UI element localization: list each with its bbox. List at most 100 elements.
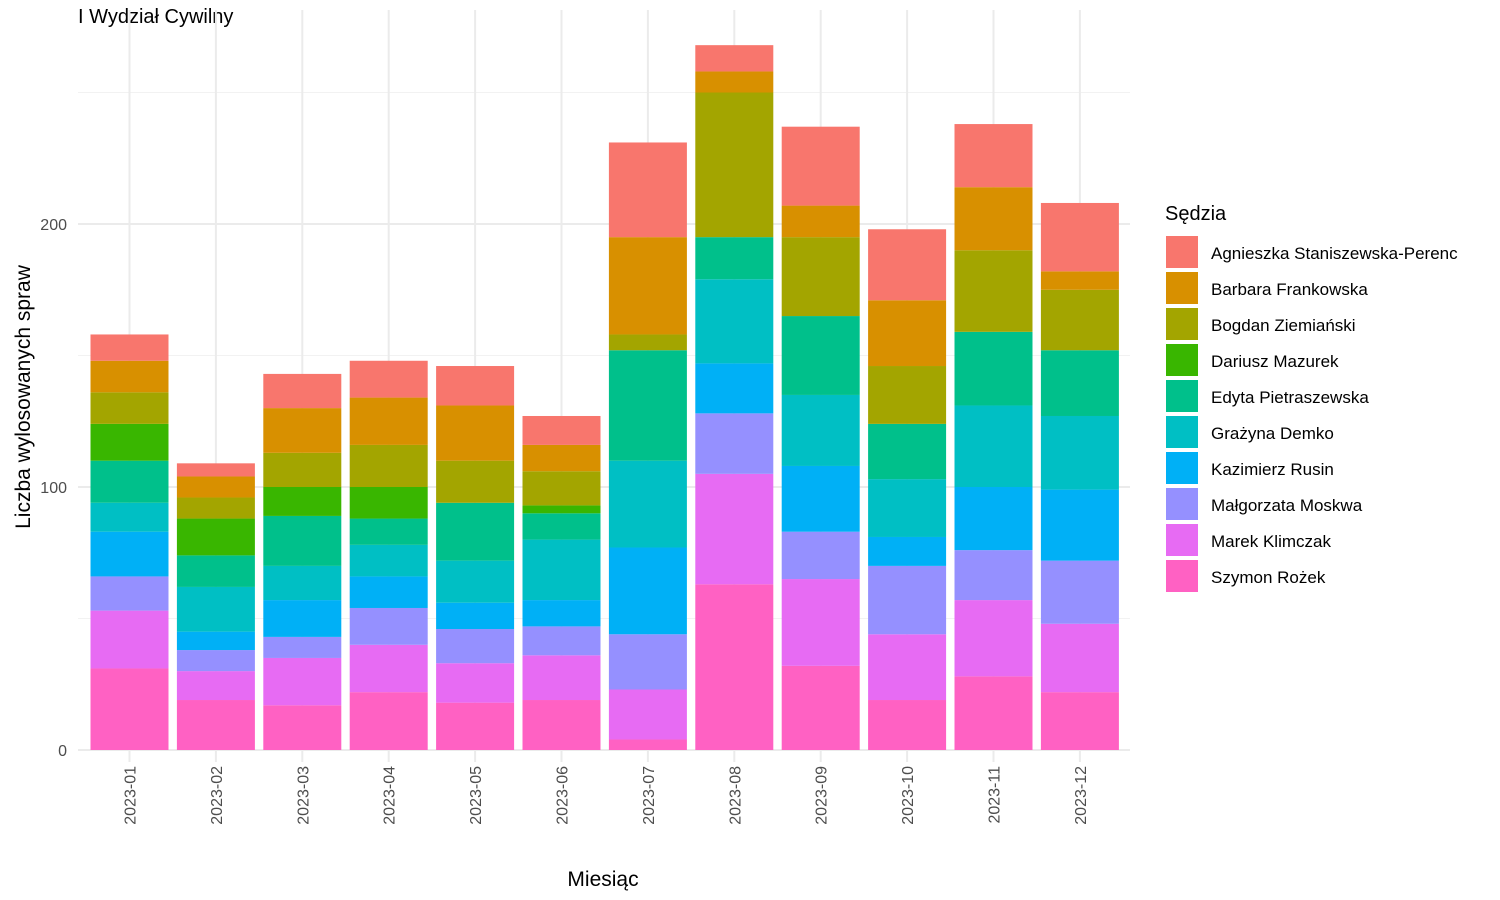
bar-segment (954, 124, 1033, 188)
bar-segment (1040, 623, 1119, 693)
bar-segment (868, 229, 947, 301)
bar-segment (781, 237, 860, 317)
x-tick-label: 2023-02 (209, 766, 226, 825)
bar-segment (695, 413, 774, 474)
bar-segment (608, 350, 687, 461)
bar-segment (608, 634, 687, 690)
bar-segment (1040, 692, 1119, 750)
bar-segment (522, 471, 601, 506)
legend-key (1166, 524, 1198, 556)
x-tick-label: 2023-12 (1073, 766, 1090, 825)
bar-segment (263, 636, 342, 658)
x-axis-ticks: 2023-01 2023-02 2023-03 2023-04 2023-05 2023-… (123, 766, 1090, 825)
chart-title: I Wydział Cywilny (78, 6, 234, 28)
bar-segment (1040, 271, 1119, 290)
bar-segment (349, 607, 428, 645)
legend-label: Kazimierz Rusin (1211, 460, 1334, 479)
bar-segment (176, 650, 255, 672)
bar-segment (954, 250, 1033, 332)
x-tick-label: 2023-10 (900, 766, 917, 825)
bar-segment (176, 518, 255, 556)
legend-key (1166, 560, 1198, 592)
bar-segment (349, 397, 428, 445)
bar-segment (176, 463, 255, 477)
bar-segment (522, 513, 601, 540)
legend-key (1166, 452, 1198, 484)
bar-segment (781, 205, 860, 238)
bar-segment (90, 668, 169, 750)
bar-segment (695, 237, 774, 280)
bar-segment (868, 423, 947, 480)
bar-segment (608, 237, 687, 335)
bar-segment (522, 626, 601, 656)
bar-segment (263, 515, 342, 566)
bar-segment (608, 460, 687, 548)
bar-segment (349, 576, 428, 608)
bar-segment (781, 465, 860, 532)
x-tick-label: 2023-11 (987, 766, 1004, 824)
bar-segment (522, 600, 601, 627)
bar-segment (781, 394, 860, 466)
bar-segment (263, 487, 342, 516)
legend-key (1166, 308, 1198, 340)
y-axis-label: Liczba wylosowanych spraw (12, 264, 35, 529)
bar-segment (522, 539, 601, 601)
bar-segment (263, 408, 342, 453)
bar-segment (90, 334, 169, 361)
bar-segment (954, 187, 1033, 251)
bar-segment (176, 476, 255, 498)
bar-segment (436, 560, 515, 603)
bar-segment (781, 126, 860, 206)
bar-segment (868, 536, 947, 566)
bar-segment (954, 550, 1033, 601)
x-tick-label: 2023-03 (295, 766, 312, 825)
bar-segment (1040, 415, 1119, 490)
bar-segment (608, 334, 687, 351)
bar-segment (781, 316, 860, 395)
legend-label: Małgorzata Moskwa (1211, 496, 1363, 515)
bar-segment (263, 565, 342, 601)
bar-segment (781, 531, 860, 580)
legend-title: Sędzia (1165, 203, 1227, 225)
bar-segment (695, 71, 774, 93)
bar-segment (954, 487, 1033, 551)
bar-segment (436, 602, 515, 630)
bar-segment (954, 676, 1033, 750)
legend-key (1166, 236, 1198, 268)
bar-segment (954, 405, 1033, 487)
bar-segment (522, 700, 601, 750)
x-tick-label: 2023-04 (382, 766, 399, 825)
bar-segment (608, 739, 687, 750)
bar-segment (349, 518, 428, 545)
bar-segment (522, 655, 601, 701)
bar-segment (695, 363, 774, 414)
bar-segment (176, 631, 255, 651)
bar-segment (349, 487, 428, 519)
bar-segment (90, 360, 169, 393)
bar-segment (522, 505, 601, 514)
bar-segment (176, 700, 255, 750)
x-tick-label: 2023-01 (123, 766, 140, 825)
x-tick-label: 2023-08 (727, 766, 744, 825)
bar-segment (1040, 489, 1119, 561)
bar-segment (263, 600, 342, 637)
bar-segment (868, 300, 947, 367)
y-axis-ticks: 0 100 200 (40, 217, 67, 760)
bar-segment (263, 705, 342, 750)
legend-label: Szymon Rożek (1211, 568, 1326, 587)
bar-segment (954, 331, 1033, 406)
bar-segment (349, 444, 428, 487)
bar-segment (176, 586, 255, 632)
bar-segment (868, 366, 947, 424)
bar-segment (436, 663, 515, 703)
legend-label: Agnieszka Staniszewska-Perenc (1211, 244, 1458, 263)
bar-segment (436, 702, 515, 750)
bar-segment (954, 600, 1033, 677)
bar-segment (436, 405, 515, 461)
bar-segment (349, 692, 428, 750)
bar-segment (436, 502, 515, 561)
legend-key (1166, 416, 1198, 448)
bar-segment (90, 460, 169, 503)
legend-key (1166, 380, 1198, 412)
